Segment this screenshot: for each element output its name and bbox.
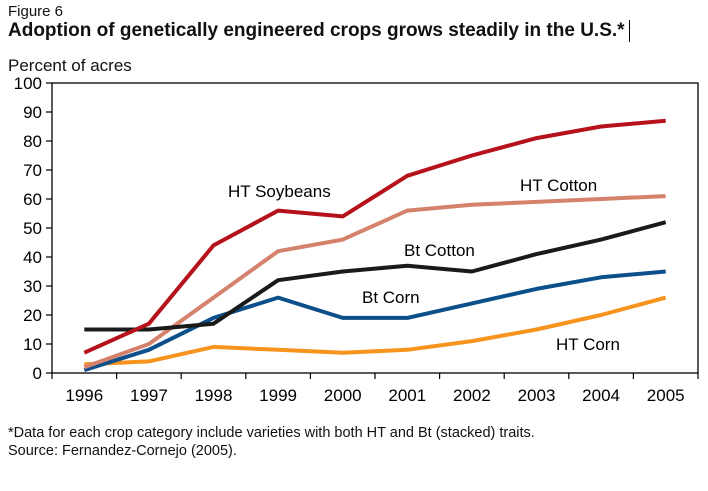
series-label: HT Corn bbox=[556, 335, 620, 354]
y-axis-label: Percent of acres bbox=[8, 56, 132, 75]
x-tick-label: 1998 bbox=[195, 386, 233, 405]
x-tick-label: 2004 bbox=[582, 386, 620, 405]
y-tick-label: 100 bbox=[14, 74, 42, 93]
series-line-bt-corn bbox=[83, 269, 666, 373]
y-tick-label: 30 bbox=[23, 277, 42, 296]
figure-label: Figure 6 bbox=[8, 3, 64, 20]
series-label: Bt Cotton bbox=[404, 241, 475, 260]
series-line-ht-corn bbox=[84, 295, 667, 367]
x-tick-label: 2001 bbox=[388, 386, 426, 405]
x-tick-label: 2005 bbox=[647, 386, 685, 405]
y-tick-label: 20 bbox=[23, 306, 42, 325]
y-tick-label: 40 bbox=[23, 248, 42, 267]
x-tick-label: 1996 bbox=[65, 386, 103, 405]
series-line-ht-soybeans bbox=[83, 118, 666, 355]
x-tick-label: 2002 bbox=[453, 386, 491, 405]
x-tick-label: 1997 bbox=[130, 386, 168, 405]
series-label: HT Cotton bbox=[520, 176, 597, 195]
y-tick-label: 0 bbox=[33, 364, 42, 383]
y-tick-label: 60 bbox=[23, 190, 42, 209]
y-tick-label: 90 bbox=[23, 103, 42, 122]
series-line-bt-cotton bbox=[84, 220, 667, 332]
footnote: *Data for each crop category include var… bbox=[8, 425, 535, 441]
x-tick-label: 2000 bbox=[324, 386, 362, 405]
chart-title: Adoption of genetically engineered crops… bbox=[8, 20, 630, 42]
y-tick-label: 10 bbox=[23, 335, 42, 354]
y-tick-label: 70 bbox=[23, 161, 42, 180]
y-tick-label: 50 bbox=[23, 219, 42, 238]
x-tick-label: 2003 bbox=[518, 386, 556, 405]
y-tick-label: 80 bbox=[23, 132, 42, 151]
x-tick-label: 1999 bbox=[259, 386, 297, 405]
series-label: HT Soybeans bbox=[228, 182, 331, 201]
source-note: Source: Fernandez-Cornejo (2005). bbox=[8, 443, 237, 459]
series-label: Bt Corn bbox=[362, 288, 420, 307]
series-line-ht-cotton bbox=[83, 194, 666, 370]
